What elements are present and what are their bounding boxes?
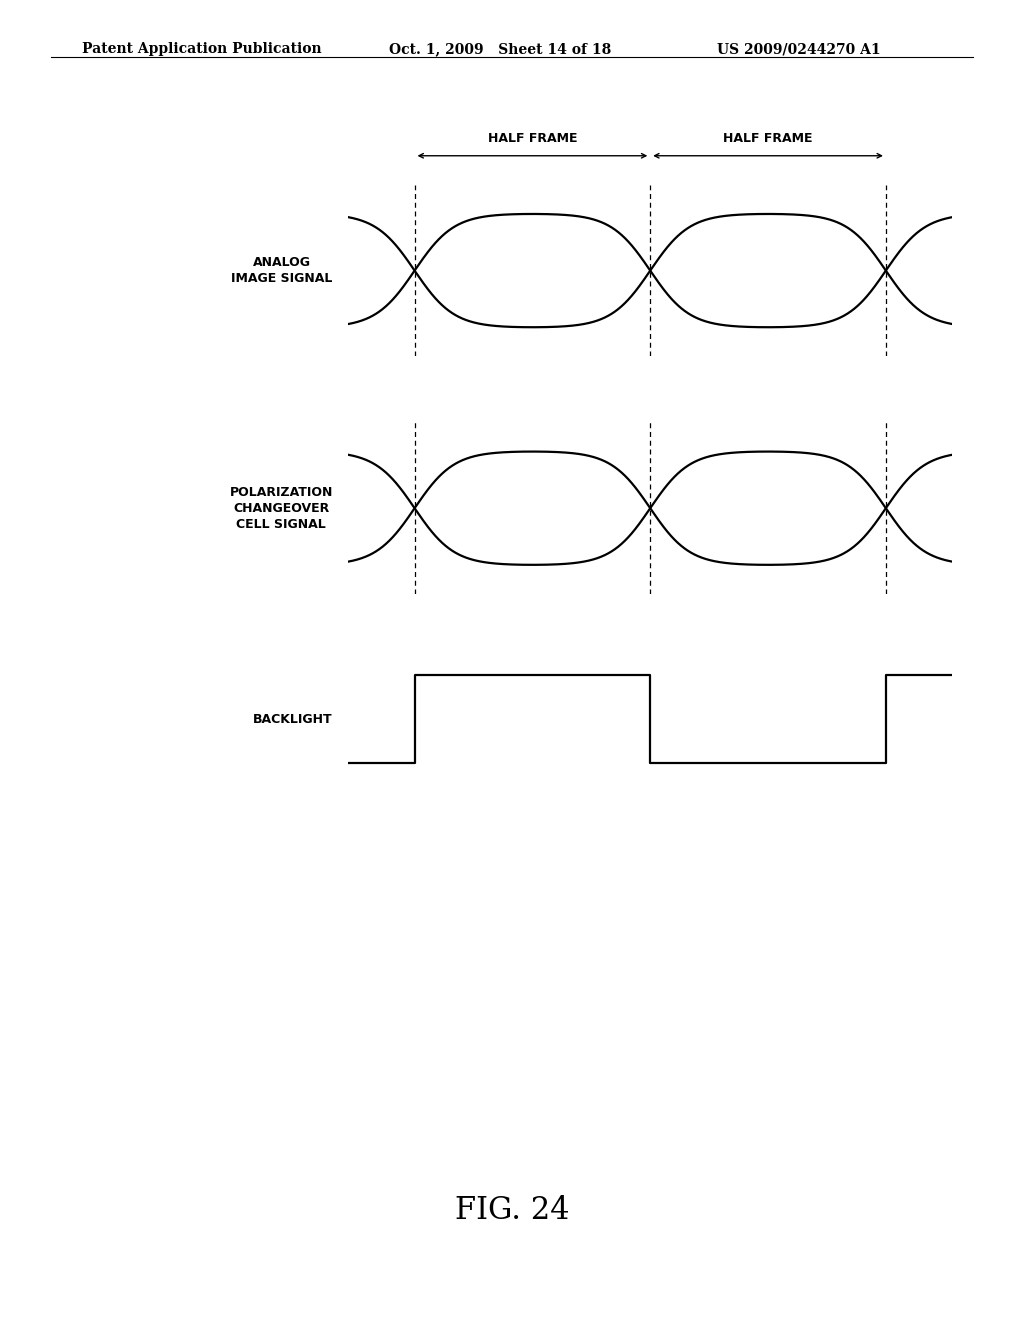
- Text: Patent Application Publication: Patent Application Publication: [82, 42, 322, 57]
- Text: Oct. 1, 2009   Sheet 14 of 18: Oct. 1, 2009 Sheet 14 of 18: [389, 42, 611, 57]
- Text: BACKLIGHT: BACKLIGHT: [253, 713, 333, 726]
- Text: POLARIZATION
CHANGEOVER
CELL SIGNAL: POLARIZATION CHANGEOVER CELL SIGNAL: [229, 486, 333, 531]
- Text: ANALOG
IMAGE SIGNAL: ANALOG IMAGE SIGNAL: [231, 256, 333, 285]
- Text: HALF FRAME: HALF FRAME: [723, 132, 813, 145]
- Text: FIG. 24: FIG. 24: [455, 1195, 569, 1226]
- Text: HALF FRAME: HALF FRAME: [487, 132, 578, 145]
- Text: US 2009/0244270 A1: US 2009/0244270 A1: [717, 42, 881, 57]
